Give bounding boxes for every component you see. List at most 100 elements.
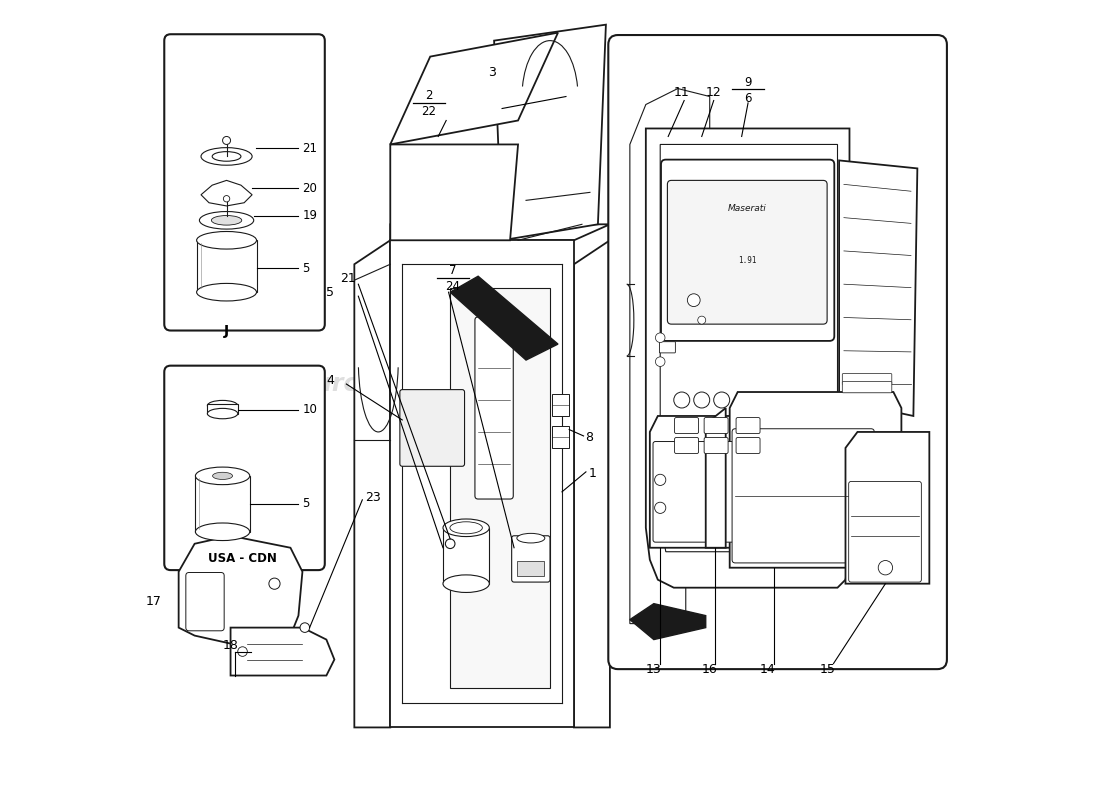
FancyBboxPatch shape [186, 573, 224, 630]
Ellipse shape [208, 400, 238, 410]
Circle shape [654, 474, 666, 486]
FancyBboxPatch shape [849, 482, 922, 582]
FancyBboxPatch shape [704, 418, 728, 434]
Ellipse shape [212, 152, 241, 162]
Text: 9: 9 [745, 75, 751, 89]
Text: 3: 3 [488, 66, 496, 79]
Text: 1.91: 1.91 [738, 256, 757, 265]
Text: 5: 5 [302, 498, 310, 510]
Polygon shape [494, 25, 606, 240]
Text: 24: 24 [446, 280, 460, 294]
Polygon shape [729, 392, 901, 568]
Ellipse shape [212, 472, 232, 479]
Polygon shape [178, 536, 303, 643]
Text: 20: 20 [302, 182, 317, 195]
Circle shape [878, 561, 892, 575]
Text: 23: 23 [365, 491, 381, 504]
Text: eurospares: eurospares [198, 215, 311, 234]
Text: 18: 18 [222, 638, 239, 652]
FancyBboxPatch shape [733, 429, 874, 563]
Ellipse shape [443, 519, 490, 537]
Polygon shape [390, 33, 558, 145]
Ellipse shape [201, 148, 252, 166]
Circle shape [697, 316, 706, 324]
Polygon shape [846, 432, 929, 584]
Text: 19: 19 [302, 209, 318, 222]
Polygon shape [450, 276, 558, 360]
Polygon shape [201, 180, 252, 206]
Text: 2: 2 [425, 89, 432, 102]
Polygon shape [450, 288, 550, 687]
Ellipse shape [517, 534, 544, 543]
FancyBboxPatch shape [674, 438, 698, 454]
Text: 15: 15 [820, 663, 836, 677]
Circle shape [674, 392, 690, 408]
Ellipse shape [443, 575, 490, 593]
FancyBboxPatch shape [475, 317, 514, 499]
Text: 8: 8 [585, 431, 593, 444]
Polygon shape [390, 145, 518, 240]
Text: 13: 13 [646, 663, 662, 677]
Polygon shape [630, 604, 706, 639]
Circle shape [714, 392, 729, 408]
Bar [197, 240, 256, 292]
Circle shape [654, 502, 666, 514]
FancyBboxPatch shape [653, 442, 738, 542]
Ellipse shape [197, 231, 256, 249]
Text: 21: 21 [340, 272, 355, 285]
Text: 6: 6 [745, 92, 751, 105]
FancyBboxPatch shape [704, 438, 728, 454]
Text: 17: 17 [145, 594, 161, 608]
Text: eurospares: eurospares [299, 372, 449, 396]
Ellipse shape [211, 215, 242, 225]
FancyBboxPatch shape [843, 374, 892, 385]
FancyBboxPatch shape [674, 418, 698, 434]
Polygon shape [231, 628, 334, 675]
Text: 4: 4 [327, 374, 334, 386]
Circle shape [656, 333, 666, 342]
FancyBboxPatch shape [736, 438, 760, 454]
Text: 5: 5 [302, 262, 310, 274]
Ellipse shape [196, 523, 250, 541]
Text: eurospares: eurospares [651, 372, 801, 396]
Circle shape [238, 646, 248, 656]
FancyBboxPatch shape [164, 366, 324, 570]
FancyBboxPatch shape [400, 390, 464, 466]
Polygon shape [660, 145, 837, 552]
Text: 5: 5 [327, 286, 334, 298]
Polygon shape [630, 89, 710, 624]
Text: 22: 22 [421, 106, 436, 118]
Text: J: J [224, 323, 229, 338]
Text: 16: 16 [702, 663, 717, 677]
Text: 11: 11 [674, 86, 690, 99]
Polygon shape [574, 240, 609, 727]
Circle shape [268, 578, 280, 590]
FancyBboxPatch shape [659, 342, 675, 353]
Text: eurospares: eurospares [669, 630, 783, 649]
Ellipse shape [197, 283, 256, 301]
Polygon shape [390, 240, 574, 727]
Bar [517, 562, 544, 576]
Polygon shape [706, 408, 726, 548]
Text: USA - CDN: USA - CDN [208, 552, 277, 565]
Circle shape [688, 294, 700, 306]
FancyBboxPatch shape [512, 536, 550, 582]
Bar [208, 404, 238, 414]
FancyBboxPatch shape [164, 34, 324, 330]
FancyBboxPatch shape [668, 180, 827, 324]
Ellipse shape [450, 522, 483, 534]
Text: 21: 21 [302, 142, 318, 155]
Text: Maserati: Maserati [728, 204, 767, 213]
Circle shape [694, 392, 710, 408]
FancyBboxPatch shape [608, 35, 947, 669]
Text: 12: 12 [706, 86, 722, 99]
Text: 10: 10 [302, 403, 317, 416]
Text: 1: 1 [588, 467, 596, 480]
Circle shape [656, 357, 666, 366]
Bar [551, 394, 569, 416]
FancyBboxPatch shape [843, 382, 892, 393]
Circle shape [223, 195, 230, 202]
FancyBboxPatch shape [736, 418, 760, 434]
Ellipse shape [196, 467, 250, 485]
Circle shape [300, 623, 309, 632]
